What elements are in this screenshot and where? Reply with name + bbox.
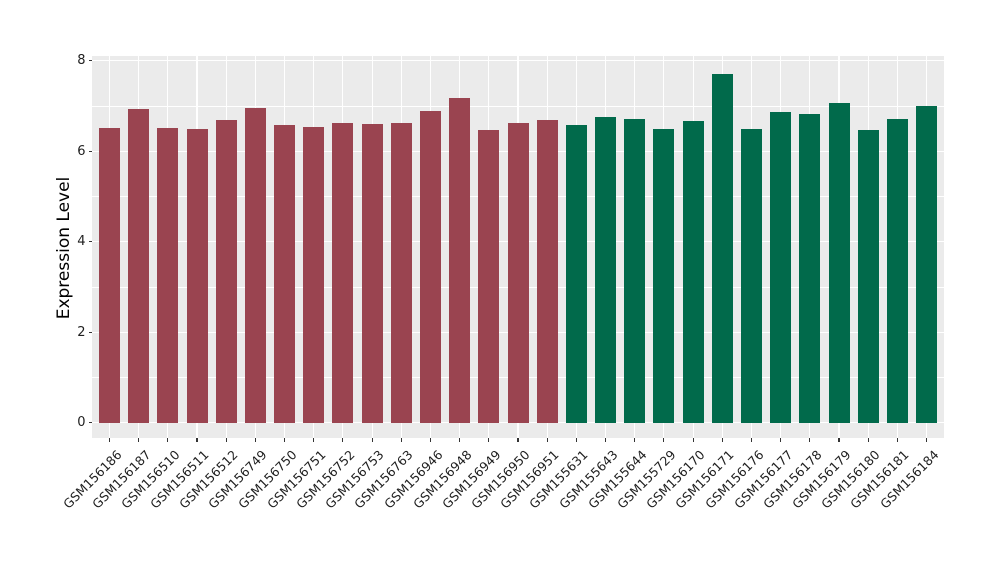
x-axis-tick (750, 438, 753, 442)
x-axis-tick (459, 438, 461, 442)
bar (186, 128, 208, 423)
x-axis-tick (896, 438, 898, 442)
y-tick-label: 2 (77, 324, 86, 340)
y-axis-tick (88, 241, 92, 243)
bar (653, 128, 675, 423)
x-axis-tick (488, 438, 490, 442)
x-axis-tick (371, 438, 373, 442)
x-axis-tick (138, 438, 140, 442)
y-axis-tick (88, 422, 92, 424)
bar (507, 123, 529, 423)
x-axis-tick (400, 438, 402, 442)
bar (420, 110, 441, 423)
y-axis-tick (88, 150, 92, 152)
bar (741, 129, 762, 423)
x-axis-tick (342, 438, 344, 442)
x-axis-tick (692, 438, 694, 442)
bar (624, 118, 646, 423)
y-axis-tick (88, 60, 92, 62)
bar (886, 119, 908, 423)
y-tick-label: 6 (77, 143, 86, 159)
bar (478, 129, 500, 423)
y-axis-tick (88, 331, 92, 333)
bar (157, 128, 179, 423)
bar (799, 114, 821, 423)
bar (128, 108, 150, 423)
x-axis-tick (780, 438, 782, 442)
bar (244, 107, 266, 423)
plot-panel (92, 56, 944, 438)
bar (332, 123, 354, 423)
x-axis-tick (167, 438, 169, 442)
y-tick-label: 4 (77, 234, 86, 250)
x-axis-tick (838, 438, 840, 442)
bar (274, 124, 296, 423)
x-axis-tick (254, 438, 256, 442)
x-axis-tick (196, 438, 198, 442)
x-axis-tick (809, 438, 811, 442)
bar (828, 103, 850, 423)
bar (536, 120, 558, 423)
bar (595, 116, 617, 423)
x-axis-tick (867, 438, 869, 442)
x-axis-tick (108, 438, 111, 442)
x-axis-tick (605, 438, 607, 442)
x-axis-tick (546, 438, 548, 442)
x-axis-tick (284, 438, 286, 442)
x-axis-tick (575, 438, 577, 442)
bar (390, 123, 412, 423)
x-axis-tick (634, 438, 636, 442)
bar (361, 124, 383, 423)
bar (770, 112, 792, 423)
x-axis-tick (225, 438, 227, 442)
bar (682, 120, 704, 423)
y-tick-label: 0 (77, 415, 86, 431)
bar (303, 126, 325, 423)
x-axis-tick (663, 438, 665, 442)
bar (99, 128, 120, 423)
x-axis-tick (429, 438, 432, 442)
bar (565, 125, 587, 423)
bar (857, 129, 879, 423)
x-axis-tick (313, 438, 315, 442)
x-tick-label: GSM156184 (877, 444, 1000, 511)
bar (449, 97, 471, 423)
y-tick-label: 8 (77, 53, 86, 69)
bar (916, 105, 937, 423)
x-axis-tick (517, 438, 519, 442)
bar (215, 120, 237, 423)
x-axis-tick (721, 438, 723, 442)
x-axis-tick (925, 438, 928, 442)
bar (711, 73, 733, 423)
